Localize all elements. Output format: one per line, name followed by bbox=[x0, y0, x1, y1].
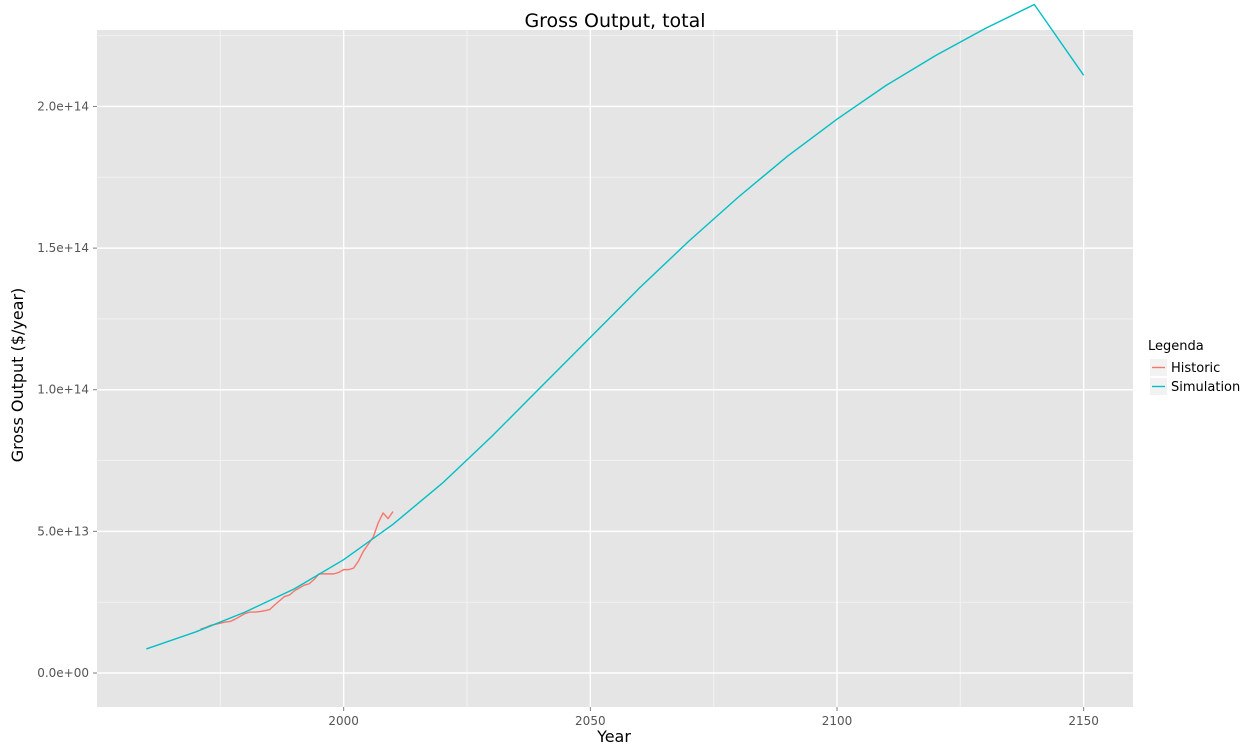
major-grid bbox=[97, 30, 1133, 707]
x-tick-label: 2100 bbox=[822, 714, 853, 728]
x-tick-label: 2050 bbox=[575, 714, 606, 728]
y-tick-label: 1.5e+14 bbox=[37, 241, 89, 255]
legend-label-historic: Historic bbox=[1171, 361, 1220, 376]
x-tick-label: 2150 bbox=[1068, 714, 1099, 728]
legend-label-simulation: Simulation bbox=[1171, 380, 1240, 395]
plot-panel bbox=[97, 30, 1133, 707]
series-line-historic bbox=[200, 511, 394, 630]
y-tick-label: 1.0e+14 bbox=[37, 383, 89, 397]
x-axis-title: Year bbox=[596, 727, 631, 744]
y-tick-label: 0.0e+00 bbox=[37, 666, 89, 680]
legend: Legenda Historic Simulation bbox=[1148, 339, 1240, 395]
series-layer bbox=[146, 3, 1085, 650]
minor-grid bbox=[97, 30, 1133, 707]
x-axis: 2000 2050 2100 2150 bbox=[328, 707, 1099, 728]
x-tick-label: 2000 bbox=[328, 714, 359, 728]
chart-title: Gross Output, total bbox=[524, 10, 705, 32]
legend-title: Legenda bbox=[1148, 339, 1204, 354]
y-axis: 0.0e+00 5.0e+13 1.0e+14 1.5e+14 2.0e+14 bbox=[37, 99, 97, 680]
series-line-simulation bbox=[146, 3, 1085, 650]
y-tick-label: 5.0e+13 bbox=[37, 524, 89, 538]
y-axis-title: Gross Output ($/year) bbox=[8, 288, 27, 463]
y-tick-label: 2.0e+14 bbox=[37, 99, 89, 113]
